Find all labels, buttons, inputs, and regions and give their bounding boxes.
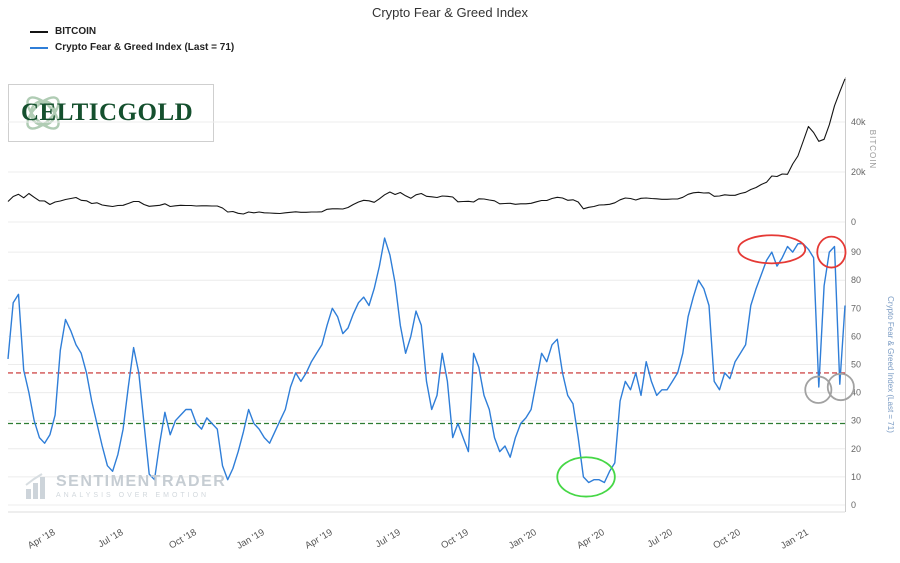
y-tick-label: 0 [851, 500, 856, 510]
y-tick-label: 0 [851, 217, 856, 227]
legend-label: BITCOIN [55, 26, 97, 37]
y-tick-label: 40 [851, 388, 861, 398]
legend-label: Crypto Fear & Greed Index (Last = 71) [55, 42, 235, 53]
bitcoin-price-line [7, 78, 846, 215]
x-tick-label: Jan '21 [779, 527, 811, 552]
watermark-tagline: Analysis over Emotion [56, 492, 210, 499]
celticgold-logo: CELTICGOLD [8, 84, 214, 142]
extreme-greed-red-ellipse-2 [816, 235, 847, 269]
y-tick-label: 90 [851, 247, 861, 257]
legend-item-bitcoin[interactable]: BITCOIN [30, 26, 234, 37]
y-tick-label: 40k [851, 117, 866, 127]
y-tick-label: 80 [851, 275, 861, 285]
sentimentrader-watermark: SENTIMENTRADER Analysis over Emotion [24, 473, 226, 501]
y-tick-label: 50 [851, 360, 861, 370]
legend-swatch-icon [30, 30, 48, 33]
x-tick-label: Jul '18 [96, 527, 125, 550]
chart-title: Crypto Fear & Greed Index [371, 5, 529, 20]
pullback-grey-circle-1 [804, 375, 833, 404]
x-tick-label: Oct '20 [711, 527, 742, 551]
watermark-name: SENTIMENTRADER [56, 473, 227, 490]
y-tick-label: 20 [851, 444, 861, 454]
legend: BITCOIN Crypto Fear & Greed Index (Last =… [30, 26, 234, 58]
bitcoin-axis-title: BITCOIN [868, 130, 877, 169]
x-tick-label: Jan '19 [235, 527, 267, 552]
y-tick-label: 60 [851, 331, 861, 341]
y-tick-label: 10 [851, 472, 861, 482]
x-tick-label: Jul '20 [646, 527, 675, 550]
x-tick-label: Apr '20 [575, 527, 606, 551]
legend-item-fear-greed[interactable]: Crypto Fear & Greed Index (Last = 71) [30, 42, 234, 53]
x-tick-label: Oct '18 [167, 527, 198, 551]
bar-chart-icon [25, 473, 45, 499]
y-tick-label: 70 [851, 303, 861, 313]
y-tick-label: 20k [851, 167, 866, 177]
fear-greed-axis-title: Crypto Fear & Greed Index (Last = 71) [886, 296, 895, 433]
pullback-grey-circle-2 [826, 372, 855, 402]
fear-greed-line [7, 237, 846, 484]
y-tick-label: 30 [851, 416, 861, 426]
x-tick-label: Apr '18 [26, 527, 57, 551]
covid-low-green-ellipse [556, 456, 616, 498]
extreme-greed-red-ellipse-1 [737, 234, 807, 265]
x-tick-label: Jan '20 [507, 527, 539, 552]
celtic-knot-icon [26, 96, 60, 130]
x-tick-label: Jul '19 [374, 527, 403, 550]
x-tick-label: Oct '19 [439, 527, 470, 551]
x-tick-label: Apr '19 [303, 527, 334, 551]
legend-swatch-icon [30, 46, 48, 49]
